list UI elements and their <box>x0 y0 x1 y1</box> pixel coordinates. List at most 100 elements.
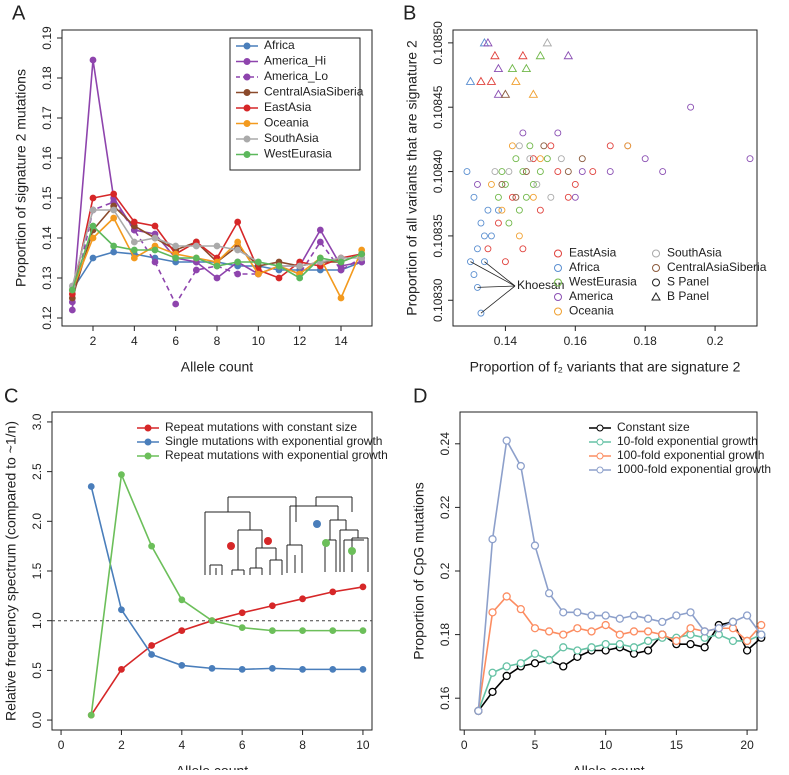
y-tick-label: 0.5 <box>30 662 44 679</box>
data-point <box>487 232 495 240</box>
data-point <box>502 592 511 601</box>
data-point <box>542 37 553 47</box>
y-tick-label: 0.18 <box>438 623 452 647</box>
y-tick-label: 0.10830 <box>431 278 445 322</box>
data-point <box>467 258 474 266</box>
x-tick-label: 12 <box>293 334 307 348</box>
data-point <box>606 168 614 176</box>
data-point <box>299 595 306 603</box>
data-point <box>547 193 555 201</box>
data-point <box>275 274 283 282</box>
y-tick-label: 0.18 <box>40 66 54 90</box>
legend-swatch <box>243 120 251 127</box>
tree-dots <box>227 520 356 555</box>
data-point <box>587 627 596 636</box>
data-point <box>296 274 304 282</box>
x-tick-label: 10 <box>356 738 370 752</box>
data-point <box>254 270 262 278</box>
data-point <box>329 588 337 596</box>
data-point <box>641 155 649 163</box>
data-point <box>234 246 242 254</box>
data-point <box>686 624 695 633</box>
legend-swatch <box>554 264 562 272</box>
data-point <box>234 218 242 226</box>
data-point <box>484 206 492 214</box>
data-point <box>110 206 118 214</box>
data-point <box>515 232 523 240</box>
data-point <box>483 37 493 47</box>
data-point <box>488 535 497 544</box>
data-point <box>151 246 159 254</box>
data-point <box>516 659 525 668</box>
tree-dot <box>264 537 272 545</box>
x-tick-label: 6 <box>172 334 179 348</box>
data-point <box>746 155 754 163</box>
legend-swatch <box>243 73 251 81</box>
data-point <box>192 254 200 262</box>
legend-swatch <box>596 452 604 460</box>
y-tick-label: 0.10835 <box>431 214 445 258</box>
data-point <box>757 620 766 630</box>
data-point <box>540 142 548 150</box>
data-point <box>337 294 345 302</box>
data-point <box>118 606 125 614</box>
data-point <box>659 168 667 176</box>
data-point <box>268 664 276 672</box>
data-point <box>494 193 502 201</box>
data-point <box>89 206 97 214</box>
data-point <box>498 206 506 214</box>
x-tick-label: 8 <box>214 334 221 348</box>
data-point <box>87 711 95 719</box>
legend-swatch <box>243 135 251 143</box>
legend-label: SouthAsia <box>264 131 319 145</box>
tree-dot <box>227 542 235 550</box>
data-point <box>299 665 306 673</box>
legend-swatch <box>596 424 604 432</box>
data-point <box>587 611 596 620</box>
data-point <box>470 271 478 278</box>
data-point <box>742 646 752 655</box>
data-point <box>536 168 544 176</box>
data-point <box>757 630 766 639</box>
data-point <box>501 258 509 266</box>
y-tick-label: 0.17 <box>40 106 54 130</box>
data-point <box>268 602 276 610</box>
data-point <box>148 651 156 658</box>
data-point <box>522 168 530 176</box>
series-line <box>477 595 762 712</box>
series-line <box>90 486 363 671</box>
x-tick-label: 14 <box>334 334 348 348</box>
data-point <box>512 155 520 163</box>
data-point <box>543 155 551 163</box>
legend-label: S Panel <box>667 275 709 289</box>
data-point <box>643 614 653 623</box>
data-point <box>488 687 497 696</box>
y-tick-label: 0.19 <box>40 26 54 50</box>
data-point <box>89 56 97 64</box>
data-point <box>238 609 246 617</box>
data-point <box>573 646 582 655</box>
x-tick-label: 0.2 <box>707 334 724 348</box>
data-point <box>587 643 596 652</box>
data-point <box>554 168 562 176</box>
legend-label: Constant size <box>617 420 690 434</box>
x-tick-label: 2 <box>118 738 125 752</box>
y-tick-label: 1.0 <box>30 612 44 629</box>
data-point <box>151 258 159 266</box>
data-point <box>672 636 681 646</box>
x-tick-label: 0 <box>461 738 468 752</box>
legend-label: 1000-fold exponential growth <box>617 462 771 476</box>
data-point <box>505 168 513 176</box>
data-point <box>573 624 582 633</box>
data-point <box>559 630 568 639</box>
legend-swatch <box>554 249 562 258</box>
data-point <box>533 180 541 188</box>
x-tick-label: 4 <box>178 738 185 752</box>
data-point <box>110 242 118 250</box>
tree-inset <box>204 496 369 575</box>
data-point <box>528 89 539 98</box>
x-tick-label: 2 <box>90 334 97 348</box>
data-point <box>465 76 476 85</box>
data-point <box>359 583 367 591</box>
annotation-leader <box>484 261 516 287</box>
